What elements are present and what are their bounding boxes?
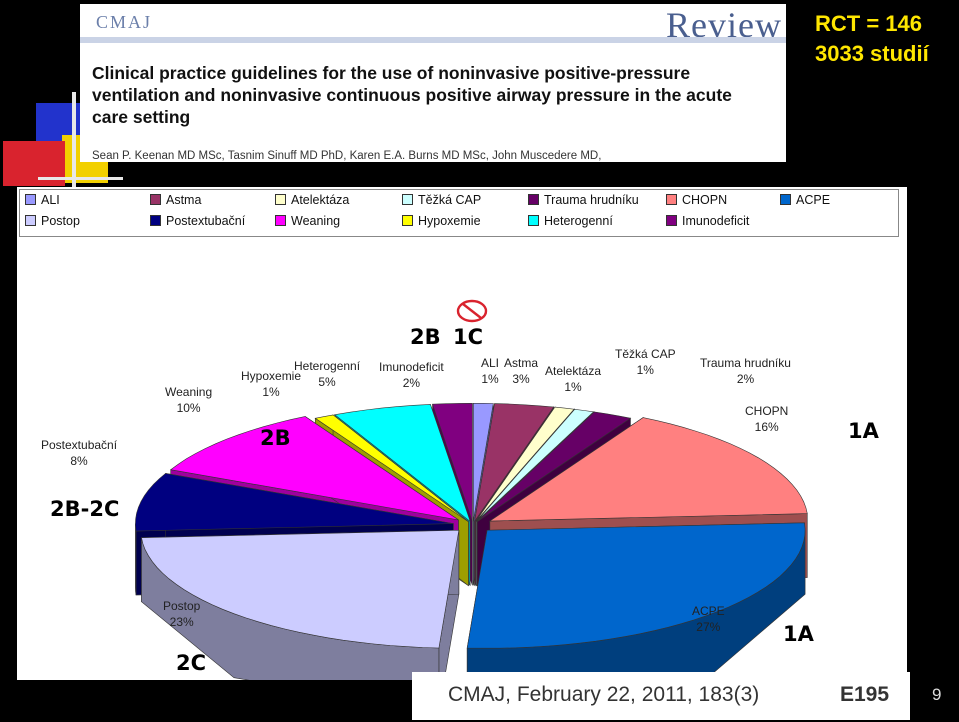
decor-horizontal-line	[38, 177, 123, 180]
slice-value-heterogenni: 5%	[318, 375, 336, 389]
legend-swatch	[666, 194, 677, 205]
legend-swatch	[402, 194, 413, 205]
slice-label-hypoxemie: Hypoxemie	[241, 369, 301, 383]
slice-label-astma: Astma	[504, 356, 538, 370]
legend-label: ALI	[41, 193, 60, 207]
slice-label-weaning: Weaning	[165, 385, 212, 399]
legend-swatch	[666, 215, 677, 226]
slice-label-imunodeficit: Imunodeficit	[379, 360, 444, 374]
slice-label-trauma-hrudniku: Trauma hrudníku	[700, 356, 791, 370]
legend-item-astma: Astma	[150, 193, 201, 207]
slice-value-acpe: 27%	[696, 620, 720, 634]
legend-item-weaning: Weaning	[275, 214, 340, 228]
citation-text: CMAJ, February 22, 2011, 183(3)	[448, 683, 760, 706]
legend-swatch	[275, 215, 286, 226]
prohibition-sign-icon	[456, 299, 488, 323]
grade-label-weaning: 2B	[260, 426, 291, 450]
pie-body	[135, 402, 808, 680]
slice-acpe	[466, 522, 806, 680]
citation-page: E195	[840, 683, 890, 706]
legend-item-heterogenni: Heterogenní	[528, 214, 613, 228]
legend-item-postextubacni: Postextubační	[150, 214, 245, 228]
legend-swatch	[402, 215, 413, 226]
journal-logo: CMAJ	[96, 12, 153, 32]
slice-value-postextubacni: 8%	[70, 454, 88, 468]
slice-label-heterogenni: Heterogenní	[294, 359, 361, 373]
legend-swatch	[25, 194, 36, 205]
slice-value-trauma-hrudniku: 2%	[737, 372, 755, 386]
legend-swatch	[528, 215, 539, 226]
legend-label: ACPE	[796, 193, 831, 207]
slice-value-tezka-cap: 1%	[637, 363, 655, 377]
slice-value-chopn: 16%	[755, 420, 779, 434]
legend-item-postop: Postop	[25, 214, 80, 228]
slice-label-atelektaza: Atelektáza	[545, 364, 601, 378]
grade-label-imunodeficit: 2B	[410, 325, 441, 349]
legend-item-hypoxemie: Hypoxemie	[402, 214, 481, 228]
citation-box: CMAJ, February 22, 2011, 183(3) E195	[412, 672, 910, 720]
legend-swatch	[25, 215, 36, 226]
slice-label-chopn: CHOPN	[745, 404, 788, 418]
chart-legend: ALI Astma Atelektáza Těžká CAP Trauma hrudní…	[19, 189, 899, 237]
slice-value-hypoxemie: 1%	[262, 385, 280, 399]
legend-label: Trauma hrudníku	[544, 193, 639, 207]
pie-chart: ALI 1% Astma 3% Atelektáza 1% Těžká CAP 1% Traum…	[41, 299, 880, 680]
legend-item-tezka-cap: Těžká CAP	[402, 193, 481, 207]
legend-item-trauma-hrudniku: Trauma hrudníku	[528, 193, 639, 207]
slice-value-weaning: 10%	[177, 401, 201, 415]
legend-item-acpe: ACPE	[780, 193, 830, 207]
grade-label-postextubacni: 2B-2C	[50, 497, 119, 521]
legend-label: Weaning	[291, 214, 341, 228]
grade-label-postop: 2C	[176, 651, 206, 675]
legend-label: CHOPN	[682, 193, 728, 207]
decor-vertical-line	[72, 92, 76, 192]
legend-label: Heterogenní	[544, 214, 613, 228]
legend-item-ali: ALI	[25, 193, 60, 207]
slice-value-atelektaza: 1%	[564, 380, 582, 394]
studies-count: 3033 studií	[815, 41, 929, 66]
slice-label-tezka-cap: Těžká CAP	[615, 347, 676, 361]
article-title: Clinical practice guidelines for the use…	[92, 63, 732, 127]
slide-number: 9	[932, 685, 942, 704]
legend-item-atelektaza: Atelektáza	[275, 193, 349, 207]
legend-label: Těžká CAP	[418, 193, 482, 207]
slice-label-acpe: ACPE	[692, 604, 725, 618]
legend-swatch	[150, 215, 161, 226]
legend-label: Imunodeficit	[682, 214, 750, 228]
legend-label: Atelektáza	[291, 193, 350, 207]
slice-label-ali: ALI	[481, 356, 499, 370]
legend-label: Postop	[41, 214, 80, 228]
slice-value-imunodeficit: 2%	[403, 376, 421, 390]
journal-header-bar	[80, 37, 786, 43]
article-authors: Sean P. Keenan MD MSc, Tasnim Sinuff MD …	[92, 150, 602, 162]
legend-item-chopn: CHOPN	[666, 193, 727, 207]
slice-value-postop: 23%	[170, 615, 194, 629]
slice-postop	[141, 529, 460, 680]
legend-item-imunodeficit: Imunodeficit	[666, 214, 749, 228]
legend-swatch	[150, 194, 161, 205]
slice-value-ali: 1%	[481, 372, 499, 386]
legend-swatch	[780, 194, 791, 205]
legend-label: Postextubační	[166, 214, 246, 228]
legend-label: Astma	[166, 193, 202, 207]
legend-swatch	[528, 194, 539, 205]
slice-label-postop: Postop	[163, 599, 201, 613]
pie-chart-panel: ALI Astma Atelektáza Těžká CAP Trauma hrudní…	[17, 187, 907, 680]
grade-label-chopn: 1A	[848, 419, 880, 443]
grade-label-imunodeficit: 1C	[453, 325, 483, 349]
journal-header-clip: CMAJ Review Clinical practice guidelines…	[80, 4, 786, 162]
rct-count: RCT = 146	[815, 11, 922, 36]
grade-label-acpe: 1A	[783, 622, 815, 646]
legend-swatch	[275, 194, 286, 205]
slice-label-postextubacni: Postextubační	[41, 438, 118, 452]
legend-label: Hypoxemie	[418, 214, 481, 228]
slice-value-astma: 3%	[512, 372, 530, 386]
